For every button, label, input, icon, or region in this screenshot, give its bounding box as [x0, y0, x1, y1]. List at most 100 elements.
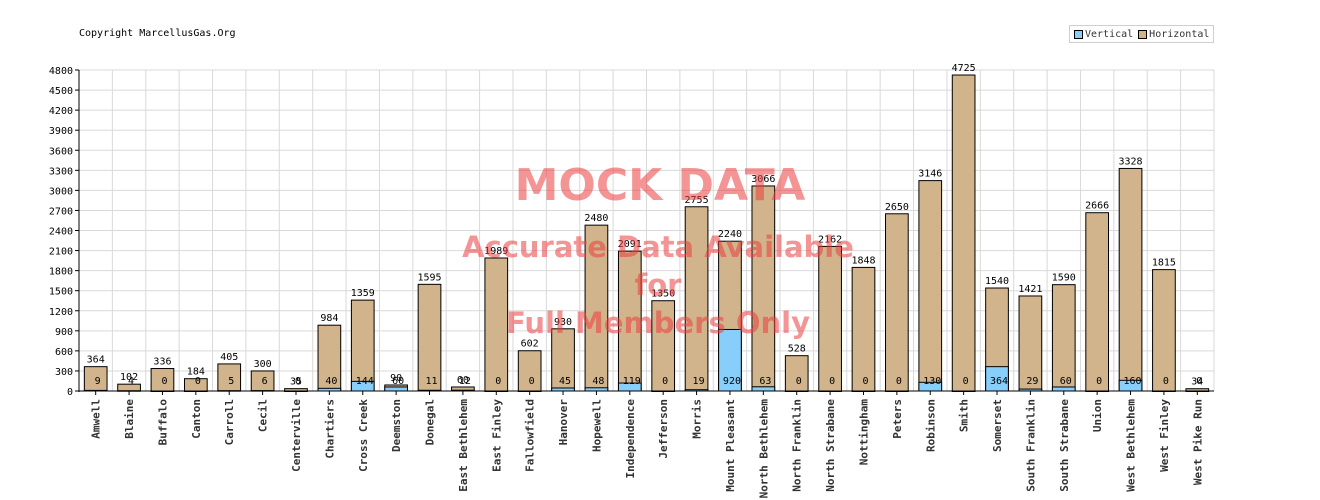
x-tick-label: Independence	[624, 399, 637, 479]
bar-vertical-chartiers	[317, 387, 342, 392]
data-label-horizontal: 2240	[718, 229, 742, 240]
legend-swatch-horizontal	[1138, 29, 1148, 39]
bar-vertical-east-bethlehem	[451, 389, 475, 392]
bar-vertical-hanover	[551, 387, 575, 392]
data-label-vertical: 48	[592, 376, 604, 387]
data-label-vertical: 63	[759, 376, 771, 387]
data-label-vertical: 0	[1163, 376, 1169, 387]
x-tick-label: Deemston	[390, 399, 403, 452]
data-label-vertical: 0	[662, 376, 668, 387]
data-label-vertical: 5	[228, 376, 234, 387]
x-tick-label: Buffalo	[156, 399, 169, 446]
data-label-vertical: 11	[425, 376, 437, 387]
x-tick-label: West Pike Run	[1191, 399, 1204, 485]
x-tick-label: Hanover	[557, 399, 570, 446]
x-tick-label: Robinson	[924, 399, 937, 452]
x-tick-label: East Bethlehem	[457, 399, 470, 492]
data-label-vertical: 0	[963, 376, 969, 387]
data-label-vertical: 29	[1026, 376, 1038, 387]
y-tick-label: 2400	[49, 227, 73, 238]
watermark-line-2: for	[634, 268, 682, 302]
data-label-vertical: 60	[1060, 376, 1072, 387]
data-label-vertical: 144	[356, 376, 374, 387]
data-label-vertical: 920	[723, 376, 741, 387]
y-tick-label: 3900	[49, 126, 73, 137]
axes: 0300600900120015001800210024002700300033…	[49, 66, 1214, 498]
bar-vertical-jefferson	[651, 390, 676, 392]
x-tick-label: Somerset	[991, 399, 1004, 452]
y-tick-label: 1800	[49, 267, 73, 278]
bar-vertical-smith	[951, 390, 976, 392]
bar-vertical-buffalo	[150, 390, 175, 392]
data-label-horizontal: 300	[254, 359, 272, 370]
legend-label-horizontal: Horizontal	[1149, 28, 1210, 40]
copyright-text: Copyright MarcellusGas.Org	[79, 28, 236, 39]
x-tick-label: North Bethlehem	[757, 399, 770, 499]
bar-vertical-blaine	[117, 390, 141, 392]
data-label-horizontal: 1359	[351, 288, 375, 299]
data-label-horizontal: 602	[521, 339, 539, 350]
x-tick-label: Centerville	[290, 399, 303, 472]
x-tick-label: Peters	[891, 399, 904, 439]
data-label-horizontal: 528	[788, 344, 806, 355]
y-tick-label: 2700	[49, 206, 73, 217]
bar-vertical-west-bethlehem	[1118, 379, 1143, 392]
y-tick-label: 0	[67, 387, 73, 398]
bar-vertical-nottingham	[851, 390, 876, 392]
x-tick-label: Union	[1091, 399, 1104, 432]
data-label-horizontal: 2755	[685, 195, 709, 206]
x-tick-label: Mount Pleasant	[724, 399, 737, 492]
x-tick-label: Morris	[691, 399, 704, 439]
data-label-horizontal: 2480	[584, 213, 608, 224]
data-label-vertical: 364	[990, 376, 1008, 387]
data-label-horizontal: 1595	[417, 272, 441, 283]
y-tick-label: 2100	[49, 247, 73, 258]
y-tick-label: 4800	[49, 66, 73, 77]
x-tick-label: Smith	[958, 399, 971, 432]
data-label-horizontal: 2091	[618, 239, 642, 250]
data-label-vertical: 6	[262, 376, 268, 387]
x-tick-label: South Franklin	[1024, 399, 1037, 492]
x-tick-label: Canton	[190, 399, 203, 439]
y-tick-label: 600	[55, 347, 73, 358]
bar-horizontal-west-bethlehem	[1118, 167, 1143, 392]
legend: Vertical Horizontal	[1069, 25, 1214, 43]
data-label-vertical: 4	[128, 376, 134, 387]
data-label-horizontal: 1540	[985, 276, 1009, 287]
x-tick-label: Nottingham	[857, 399, 870, 466]
x-tick-label: Jefferson	[657, 399, 670, 459]
bar-vertical-independence	[617, 382, 642, 392]
legend-label-vertical: Vertical	[1085, 28, 1134, 40]
data-label-horizontal: 984	[320, 313, 338, 324]
y-tick-label: 3300	[49, 166, 73, 177]
data-label-vertical: 0	[829, 376, 835, 387]
data-label-horizontal: 930	[554, 317, 572, 328]
bar-vertical-morris	[684, 389, 709, 392]
legend-swatch-vertical	[1074, 29, 1083, 39]
data-label-vertical: 45	[559, 376, 571, 387]
y-tick-label: 1200	[49, 307, 73, 318]
data-label-horizontal: 2666	[1085, 201, 1109, 212]
bar-vertical-amwell	[83, 389, 108, 392]
x-tick-label: West Bethlehem	[1125, 399, 1138, 492]
data-label-vertical: 19	[693, 376, 705, 387]
bars	[83, 74, 1210, 392]
bar-horizontal-smith	[951, 74, 976, 392]
y-tick-label: 1500	[49, 287, 73, 298]
bar-vertical-north-bethlehem	[751, 386, 776, 392]
data-label-horizontal: 90	[390, 373, 402, 384]
bar-vertical-west-pike-run	[1185, 390, 1210, 392]
bar-vertical-hopewell	[584, 387, 609, 392]
data-label-horizontal: 1989	[484, 246, 508, 257]
data-label-horizontal: 2650	[885, 202, 909, 213]
data-label-horizontal: 60	[457, 375, 469, 386]
bar-horizontal-union	[1085, 212, 1110, 392]
bar-vertical-peters	[885, 390, 909, 392]
bar-horizontal-robinson	[918, 180, 943, 392]
data-label-vertical: 60	[392, 376, 404, 387]
data-label-vertical: 130	[923, 376, 941, 387]
bar-vertical-donegal	[417, 389, 442, 392]
x-tick-label: Cecil	[257, 399, 270, 432]
